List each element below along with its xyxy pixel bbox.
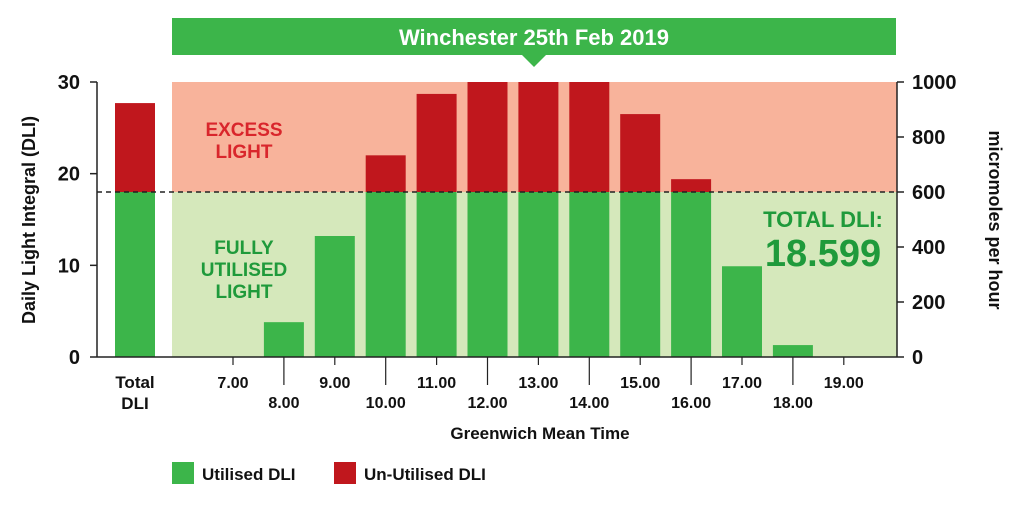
y-axis-title: Daily Light Integral (DLI) (19, 116, 39, 324)
bar-utilised-16.00 (671, 192, 712, 357)
bar-unutilised-16.00 (671, 179, 712, 192)
fully-label-line3: LIGHT (216, 282, 273, 303)
x-tick-label-7.00: 7.00 (217, 375, 248, 392)
bar-unutilised-10.00 (365, 155, 406, 192)
x-tick-label-11.00: 11.00 (417, 375, 456, 392)
bar-utilised-11.00 (416, 192, 457, 357)
x-tick-label-10.00: 10.00 (366, 395, 406, 412)
y2-axis-title: micromoles per hour (985, 130, 1005, 309)
x-tick-label-18.00: 18.00 (773, 395, 813, 412)
x-axis-title: Greenwich Mean Time (450, 424, 629, 443)
left-ticks-group: 0 10 20 30 (58, 72, 97, 369)
bar-utilised-17.00 (722, 266, 762, 357)
fully-label-line1: FULLY (214, 238, 274, 259)
y-tick-label-0: 0 (69, 347, 80, 369)
excess-label-line2: LIGHT (216, 142, 273, 163)
title-banner-pointer (522, 55, 546, 67)
x-tick-label-9.00: 9.00 (319, 375, 350, 392)
total-bar-label-line1: Total (115, 373, 154, 392)
total-bar-label-line2: DLI (121, 394, 148, 413)
bar-utilised-9.00 (314, 236, 355, 357)
x-tick-label-12.00: 12.00 (467, 395, 507, 412)
y-tick-label-20: 20 (58, 164, 80, 186)
bar-unutilised-12.00 (467, 82, 508, 192)
y2-tick-label-200: 200 (912, 292, 945, 314)
legend-label-utilised: Utilised DLI (202, 465, 296, 484)
y2-tick-label-1000: 1000 (912, 72, 957, 94)
x-tick-label-13.00: 13.00 (518, 375, 558, 392)
bar-utilised-13.00 (518, 192, 559, 357)
x-tick-label-17.00: 17.00 (722, 375, 762, 392)
y2-tick-label-800: 800 (912, 127, 945, 149)
total-dli-label: TOTAL DLI: (763, 207, 883, 232)
bars-group (115, 82, 813, 357)
x-tick-label-19.00: 19.00 (824, 375, 864, 392)
chart-title: Winchester 25th Feb 2019 (399, 25, 669, 50)
bar-utilised-12.00 (467, 192, 508, 357)
excess-label-line1: EXCESS (205, 120, 282, 141)
total-bar-utilised (115, 192, 155, 357)
y2-tick-label-600: 600 (912, 182, 945, 204)
fully-label-line2: UTILISED (201, 260, 288, 281)
legend-swatch-unutilised (334, 462, 356, 484)
bar-utilised-10.00 (365, 192, 406, 357)
total-bar-unutilised (115, 103, 155, 192)
y-tick-label-10: 10 (58, 255, 80, 277)
x-ticks-group: 7.00 8.00 9.00 10.00 11.00 12.00 13.00 14.00 15.… (217, 357, 864, 412)
bar-unutilised-13.00 (518, 82, 559, 192)
x-tick-label-15.00: 15.00 (620, 375, 660, 392)
bar-utilised-15.00 (620, 192, 661, 357)
x-tick-label-8.00: 8.00 (268, 395, 299, 412)
y-tick-label-30: 30 (58, 72, 80, 94)
bar-utilised-14.00 (569, 192, 610, 357)
legend-swatch-utilised (172, 462, 194, 484)
y2-tick-label-0: 0 (912, 347, 923, 369)
right-ticks-group: 0 200 400 600 800 1000 (897, 72, 957, 369)
bar-unutilised-14.00 (569, 82, 610, 192)
x-tick-label-14.00: 14.00 (569, 395, 609, 412)
bar-utilised-18.00 (772, 345, 813, 357)
x-tick-label-16.00: 16.00 (671, 395, 711, 412)
bar-unutilised-11.00 (416, 93, 457, 192)
y2-tick-label-400: 400 (912, 237, 945, 259)
bar-unutilised-15.00 (620, 114, 661, 192)
total-dli-value: 18.599 (765, 233, 881, 275)
title-banner (172, 18, 896, 55)
bar-utilised-8.00 (263, 322, 304, 357)
legend-label-unutilised: Un-Utilised DLI (364, 465, 486, 484)
